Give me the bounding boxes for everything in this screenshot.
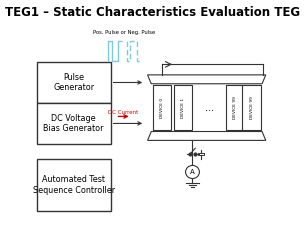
Text: TEG1 – Static Characteristics Evaluation TEG: TEG1 – Static Characteristics Evaluation…	[5, 6, 300, 19]
Text: ...: ...	[205, 103, 213, 113]
Text: DEVICE 99: DEVICE 99	[249, 96, 254, 119]
Text: A: A	[190, 169, 195, 175]
Bar	[37, 103, 111, 144]
Text: DEVICE 99: DEVICE 99	[233, 96, 237, 119]
Bar	[199, 154, 204, 155]
Bar	[174, 85, 192, 130]
Text: Automated Test
Sequence Controller: Automated Test Sequence Controller	[33, 175, 115, 194]
Bar	[37, 62, 111, 103]
Text: DEVICE 0: DEVICE 0	[160, 98, 164, 118]
Text: Pulse
Generator: Pulse Generator	[53, 73, 94, 92]
Text: DEVICE 1: DEVICE 1	[181, 98, 185, 118]
Text: DC Voltage
Bias Generator: DC Voltage Bias Generator	[43, 114, 104, 133]
Bar	[152, 85, 171, 130]
Polygon shape	[148, 75, 266, 84]
Bar	[242, 85, 261, 130]
Bar	[37, 159, 111, 211]
Text: Pos. Pulse or Neg. Pulse: Pos. Pulse or Neg. Pulse	[93, 30, 155, 35]
Text: DC Current: DC Current	[108, 110, 138, 115]
Circle shape	[186, 165, 199, 179]
Bar	[226, 85, 244, 130]
Polygon shape	[148, 132, 266, 140]
